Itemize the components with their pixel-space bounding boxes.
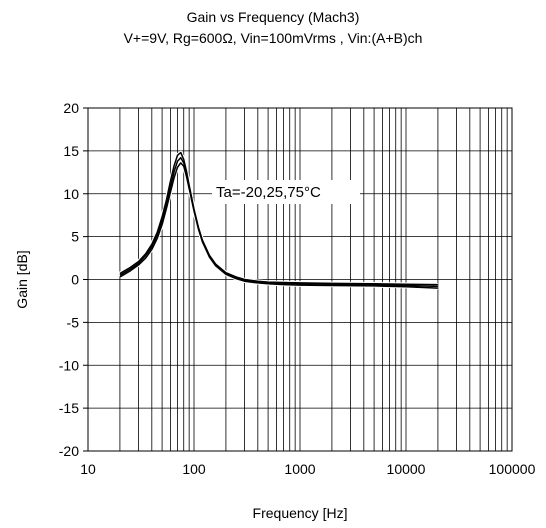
- chart-title: Gain vs Frequency (Mach3): [186, 9, 360, 25]
- x-tick-label: 100: [182, 461, 206, 477]
- grid: [87, 107, 512, 452]
- y-tick-label: 10: [63, 186, 79, 202]
- series-line: [119, 156, 438, 288]
- y-tick-label: 0: [71, 272, 79, 288]
- annotation-background: [212, 180, 360, 204]
- y-tick-label: -5: [67, 314, 80, 330]
- x-tick-label: 100000: [489, 461, 536, 477]
- y-tick-label: 20: [63, 100, 79, 116]
- annotation-text: Ta=-20,25,75°C: [216, 184, 321, 201]
- series-halo: [119, 150, 438, 287]
- x-tick-label: 1000: [284, 461, 315, 477]
- y-tick-label: 15: [63, 143, 79, 159]
- y-tick-label: 5: [71, 229, 79, 245]
- y-tick-label: -15: [59, 400, 79, 416]
- series-lines: [119, 150, 438, 290]
- y-tick-label: -10: [59, 357, 79, 373]
- series-halo: [119, 155, 438, 289]
- series-line: [119, 162, 438, 289]
- x-tick-label: 10: [80, 461, 96, 477]
- series-line: [119, 151, 438, 286]
- y-axis-label: Gain [dB]: [14, 250, 30, 308]
- axes: [83, 107, 513, 452]
- chart-subtitle: V+=9V, Rg=600Ω, Vin=100mVrms , Vin:(A+B)…: [123, 30, 423, 46]
- x-tick-label: 10000: [387, 461, 426, 477]
- x-axis-label: Frequency [Hz]: [253, 505, 348, 521]
- y-tick-label: -20: [59, 443, 79, 459]
